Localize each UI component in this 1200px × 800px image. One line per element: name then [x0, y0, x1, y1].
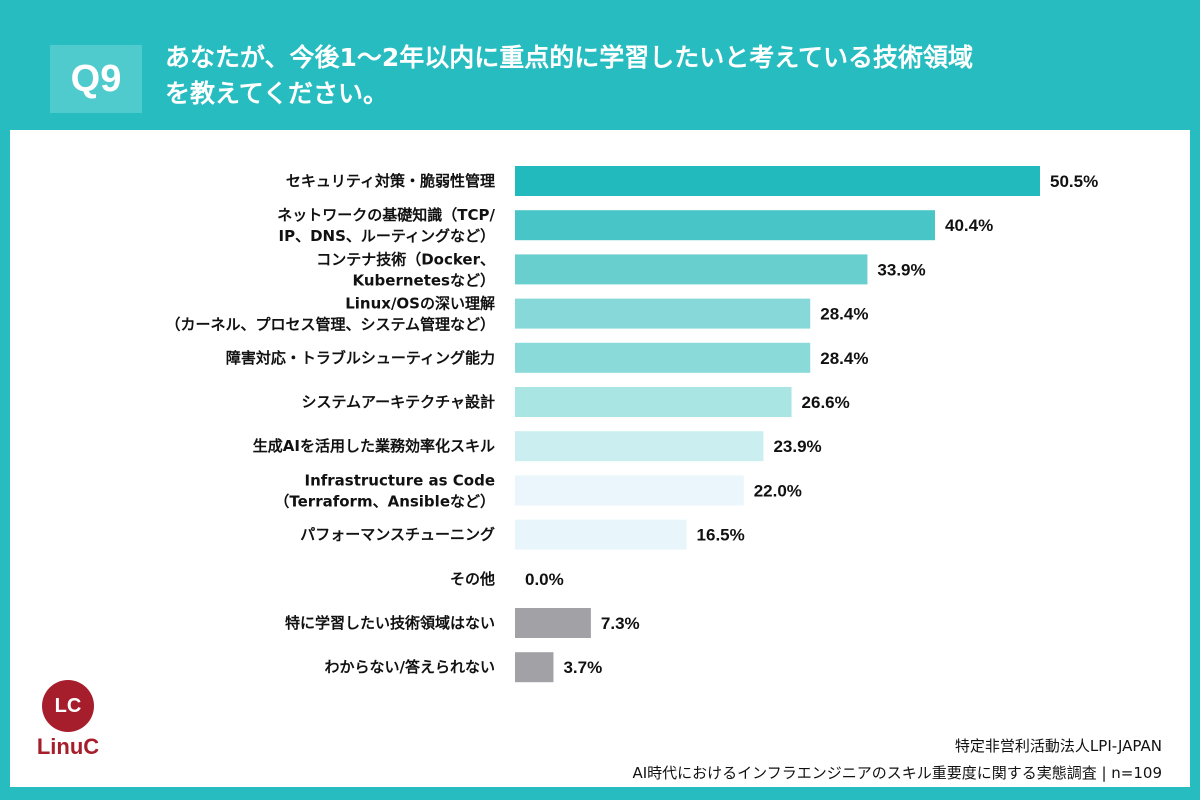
source-org: 特定非営利活動法人LPI-JAPAN — [954, 737, 1162, 755]
bar — [515, 387, 792, 417]
bar — [515, 254, 868, 285]
category-label: コンテナ技術（Docker、 — [316, 250, 495, 268]
value-label: 16.5% — [697, 526, 745, 545]
title-line-1: あなたが、今後1〜2年以内に重点的に学習したいと考えている技術領域 — [165, 43, 974, 72]
category-label: Infrastructure as Code — [304, 471, 495, 489]
question-number-badge: Q9 — [50, 45, 142, 113]
category-label: その他 — [450, 570, 495, 588]
logo-word: LinuC — [36, 734, 100, 759]
value-label: 28.4% — [820, 305, 868, 324]
bar — [515, 210, 935, 241]
value-label: 26.6% — [802, 393, 850, 412]
value-label: 50.5% — [1050, 172, 1098, 191]
category-label: 特に学習したい技術領域はない — [285, 614, 495, 632]
category-label: ネットワークの基礎知識（TCP/ — [277, 206, 495, 224]
category-label: わからない/答えられない — [325, 658, 495, 676]
bar — [515, 431, 764, 462]
bar — [515, 475, 744, 506]
category-label: 障害対応・トラブルシューティング能力 — [226, 349, 495, 367]
category-label: IP、DNS、ルーティングなど） — [279, 227, 495, 245]
source-survey: AI時代におけるインフラエンジニアのスキル重要度に関する実態調査 | n=109 — [632, 764, 1162, 782]
linuc-logo: LC LinuC — [28, 680, 108, 760]
title-line-2: を教えてください。 — [165, 79, 389, 108]
category-label: 生成AIを活用した業務効率化スキル — [253, 437, 495, 455]
bar — [515, 608, 591, 638]
logo-mark: LC — [42, 680, 94, 732]
bar — [515, 342, 811, 373]
value-label: 3.7% — [563, 658, 602, 677]
value-label: 7.3% — [601, 614, 640, 633]
value-label: 23.9% — [773, 437, 821, 456]
value-label: 22.0% — [754, 481, 802, 500]
bar — [515, 652, 554, 683]
value-label: 28.4% — [820, 349, 868, 368]
page-title: あなたが、今後1〜2年以内に重点的に学習したいと考えている技術領域 を教えてくだ… — [165, 40, 1165, 112]
bar — [515, 298, 811, 329]
category-label: パフォーマンスチューニング — [300, 526, 495, 544]
category-label: セキュリティ対策・脆弱性管理 — [286, 172, 495, 190]
value-label: 40.4% — [945, 216, 993, 235]
category-label: Linux/OSの深い理解 — [345, 295, 495, 313]
bar — [515, 519, 687, 550]
category-label: （Terraform、Ansibleなど） — [274, 492, 495, 510]
value-label: 0.0% — [525, 570, 564, 589]
category-label: システムアーキテクチャ設計 — [301, 393, 495, 411]
category-label: （カーネル、プロセス管理、システム管理など） — [165, 316, 495, 334]
value-label: 33.9% — [877, 260, 925, 279]
category-label: Kubernetesなど） — [353, 271, 495, 289]
bar — [515, 166, 1040, 196]
